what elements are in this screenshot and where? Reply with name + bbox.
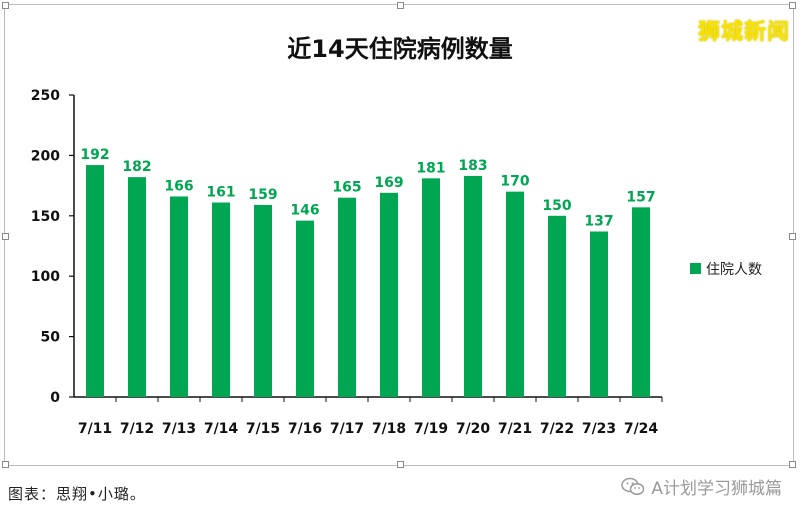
resize-handle-right[interactable] — [789, 233, 796, 240]
data-label: 170 — [500, 174, 529, 190]
x-tick-label: 7/20 — [456, 421, 491, 437]
x-tick-label: 7/14 — [204, 421, 239, 437]
data-label: 146 — [290, 203, 319, 219]
resize-handle-bottom-right[interactable] — [789, 461, 796, 468]
data-label: 165 — [332, 180, 361, 196]
x-tick-label: 7/21 — [498, 421, 532, 437]
x-tick-label: 7/11 — [78, 421, 112, 437]
watermark-logo: 狮城新闻 — [697, 20, 790, 45]
bar — [506, 191, 524, 397]
data-label: 182 — [122, 159, 151, 175]
account-name: A计划学习狮城篇 — [651, 479, 782, 499]
legend-label: 住院人数 — [706, 262, 762, 278]
x-tick-label: 7/13 — [162, 421, 196, 437]
wechat-icon — [621, 477, 645, 495]
bar — [590, 231, 608, 397]
x-tick-label: 7/24 — [624, 421, 659, 437]
bar-chart: 近14天住院病例数量 0 50 100 150 200 250 192 7/11 182 7/12 1… — [31, 35, 762, 437]
bar — [212, 202, 230, 397]
data-label: 183 — [458, 158, 487, 174]
data-label: 157 — [626, 189, 655, 205]
x-tick-label: 7/19 — [414, 421, 448, 437]
y-tick-label: 0 — [50, 390, 60, 406]
x-tick-label: 7/23 — [582, 421, 616, 437]
data-label: 150 — [542, 198, 571, 214]
bar — [170, 196, 188, 397]
y-tick-label: 200 — [31, 148, 60, 164]
data-label: 159 — [248, 187, 277, 203]
bar — [338, 197, 356, 397]
y-tick-label: 150 — [31, 209, 60, 225]
figure-caption: 图表：思翔•小璐。 — [8, 485, 146, 503]
data-label: 166 — [164, 178, 193, 194]
bar — [86, 165, 104, 397]
data-label: 137 — [584, 214, 613, 230]
x-tick-label: 7/22 — [540, 421, 574, 437]
x-tick-label: 7/16 — [288, 421, 322, 437]
y-tick-label: 250 — [31, 88, 60, 104]
bar — [464, 175, 482, 397]
bar — [422, 178, 440, 397]
bar — [254, 204, 272, 397]
resize-handle-left[interactable] — [2, 233, 9, 240]
data-label: 161 — [206, 185, 235, 201]
bar — [128, 177, 146, 397]
resize-handle-top-left[interactable] — [2, 2, 9, 9]
x-tick-label: 7/15 — [246, 421, 280, 437]
bar — [296, 220, 314, 397]
y-tick-label: 100 — [31, 269, 60, 285]
account-signature: A计划学习狮城篇 — [621, 474, 782, 499]
bar — [632, 207, 650, 397]
resize-handle-bottom-left[interactable] — [2, 461, 9, 468]
data-label: 192 — [80, 147, 109, 163]
x-tick-label: 7/18 — [372, 421, 406, 437]
legend-swatch — [690, 263, 701, 274]
x-tick-label: 7/12 — [120, 421, 154, 437]
y-tick-label: 50 — [41, 330, 61, 346]
bar — [548, 215, 566, 397]
resize-handle-top[interactable] — [397, 2, 404, 9]
resize-handle-bottom[interactable] — [397, 461, 404, 468]
bar — [380, 192, 398, 397]
data-label: 169 — [374, 175, 403, 191]
data-label: 181 — [416, 160, 445, 176]
resize-handle-top-right[interactable] — [789, 2, 796, 9]
chart-title: 近14天住院病例数量 — [287, 35, 512, 63]
x-tick-label: 7/17 — [330, 421, 364, 437]
